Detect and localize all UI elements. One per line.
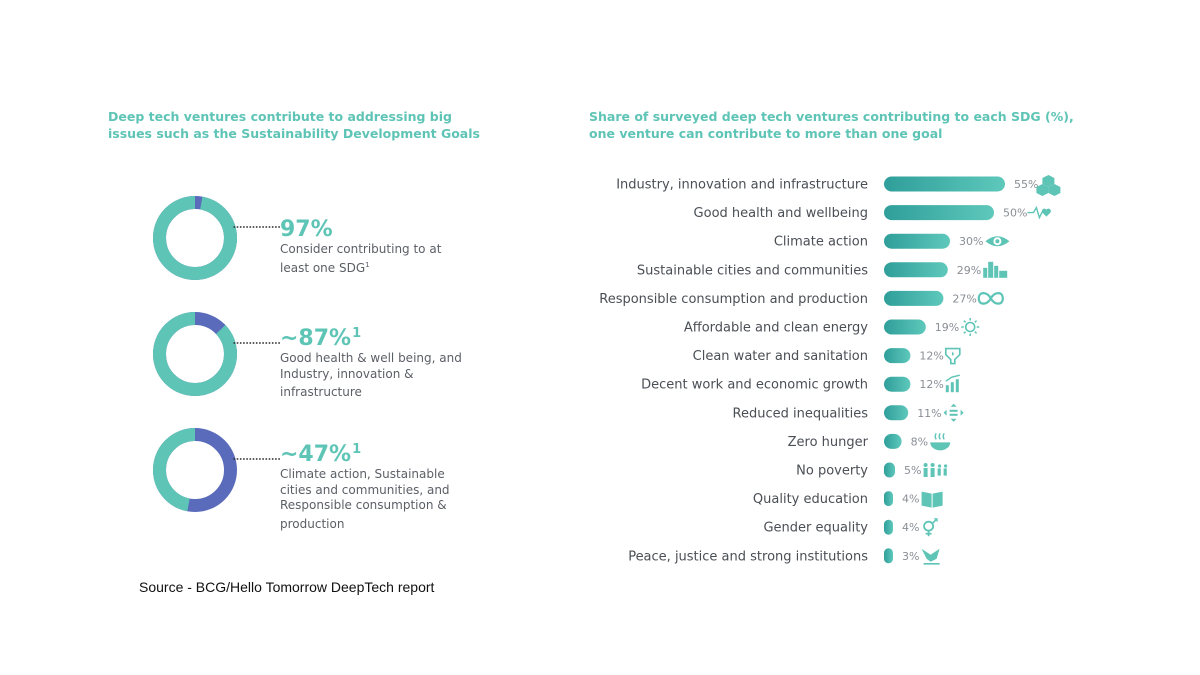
bar-row: Reduced inequalities 11% — [733, 403, 964, 422]
equality-arrows-icon — [943, 403, 964, 422]
bar-row: No poverty 5% — [796, 462, 948, 479]
stat-footnote: 1 — [352, 326, 362, 341]
bar-row: Clean water and sanitation 12% — [693, 347, 961, 365]
category-label: Gender equality — [763, 521, 868, 536]
blocks-icon — [1036, 175, 1061, 196]
value-label: 30% — [959, 235, 983, 248]
category-label: Responsible consumption and production — [599, 292, 868, 307]
bar — [884, 462, 895, 478]
category-label: No poverty — [796, 464, 868, 479]
bar — [884, 433, 902, 449]
family-icon — [923, 463, 948, 477]
category-label: Good health and wellbeing — [694, 206, 868, 221]
bar — [884, 519, 893, 535]
bar-row: Good health and wellbeing 50% — [694, 205, 1051, 221]
value-label: 5% — [904, 464, 921, 477]
bar-row: Zero hunger 8% — [788, 433, 951, 451]
bar — [884, 205, 994, 221]
value-label: 12% — [919, 378, 943, 391]
heartbeat-icon — [1027, 205, 1051, 220]
donut-share-arc — [153, 196, 237, 280]
stat-percent: 97% — [280, 217, 333, 242]
category-label: Reduced inequalities — [733, 406, 869, 421]
category-label: Sustainable cities and communities — [637, 263, 868, 278]
bar-row: Climate action 30% — [774, 233, 1010, 250]
value-label: 4% — [902, 521, 919, 534]
bar-row: Industry, innovation and infrastructure 5… — [616, 175, 1061, 196]
value-label: 11% — [917, 407, 941, 420]
donut-chart — [153, 312, 280, 396]
sun-icon — [961, 318, 980, 336]
bar-row: Responsible consumption and production 27… — [599, 290, 1004, 307]
stat-footnote: 1 — [352, 442, 362, 457]
category-label: Peace, justice and strong institutions — [628, 549, 868, 564]
bar-row: Peace, justice and strong institutions 3% — [628, 548, 940, 565]
stat-percent: ~87% — [280, 326, 352, 351]
category-label: Zero hunger — [788, 435, 869, 450]
bar — [884, 319, 926, 335]
donut-share-arc — [153, 312, 237, 396]
bar — [884, 233, 950, 249]
donut-chart — [153, 428, 280, 512]
category-label: Quality education — [753, 492, 868, 507]
water-icon — [945, 347, 961, 365]
value-label: 55% — [1014, 178, 1038, 191]
bar-row: Gender equality 4% — [763, 518, 938, 537]
value-label: 8% — [911, 435, 928, 448]
value-label: 19% — [935, 321, 959, 334]
bar-row: Sustainable cities and communities 29% — [637, 261, 1008, 278]
category-label: Affordable and clean energy — [684, 321, 868, 336]
dove-icon — [921, 548, 940, 565]
food-bowl-icon — [930, 433, 951, 451]
stat-description: Climate action, Sustainable cities and c… — [280, 467, 450, 531]
gender-icon — [923, 518, 938, 537]
city-icon — [983, 261, 1008, 278]
value-label: 3% — [902, 550, 919, 563]
value-label: 27% — [952, 292, 976, 305]
eye-icon — [985, 236, 1010, 247]
book-icon — [921, 491, 943, 508]
bar — [884, 548, 893, 564]
stat-desc-footnote: 1 — [365, 260, 370, 269]
donut-charts — [153, 196, 280, 512]
stat-percent: ~47% — [280, 442, 352, 467]
bar-row: Decent work and economic growth 12% — [641, 374, 960, 393]
donut-chart — [153, 196, 280, 280]
category-label: Industry, innovation and infrastructure — [616, 178, 868, 193]
source-note: Source - BCG/Hello Tomorrow DeepTech rep… — [139, 579, 435, 595]
bar — [884, 405, 909, 421]
bar — [884, 262, 948, 278]
bar — [884, 290, 944, 306]
left-panel-title: Deep tech ventures contribute to address… — [108, 109, 480, 141]
stat-description: Good health & well being, and Industry, … — [280, 351, 462, 399]
bar-row: Affordable and clean energy 19% — [684, 318, 980, 336]
value-label: 4% — [902, 493, 919, 506]
stat-block-2: ~87%1 Good health & well being, and Indu… — [280, 322, 470, 401]
value-label: 50% — [1003, 207, 1027, 220]
bar — [884, 491, 893, 507]
stat-description: Consider contributing to at least one SD… — [280, 242, 442, 275]
category-label: Climate action — [774, 235, 868, 250]
category-label: Clean water and sanitation — [693, 349, 868, 364]
chart-title: Share of surveyed deep tech ventures con… — [589, 109, 1074, 141]
stat-block-1: 97% Consider contributing to at least on… — [280, 213, 470, 276]
bar — [884, 376, 911, 392]
growth-chart-icon — [945, 374, 960, 393]
stat-block-3: ~47%1 Climate action, Sustainable cities… — [280, 438, 470, 532]
bar — [884, 348, 911, 364]
donut-share-arc — [153, 428, 237, 512]
category-label: Decent work and economic growth — [641, 378, 868, 393]
bar-row: Quality education 4% — [753, 491, 943, 508]
value-label: 29% — [957, 264, 981, 277]
value-label: 12% — [919, 350, 943, 363]
bar — [884, 176, 1005, 192]
infinity-icon — [977, 292, 1004, 305]
